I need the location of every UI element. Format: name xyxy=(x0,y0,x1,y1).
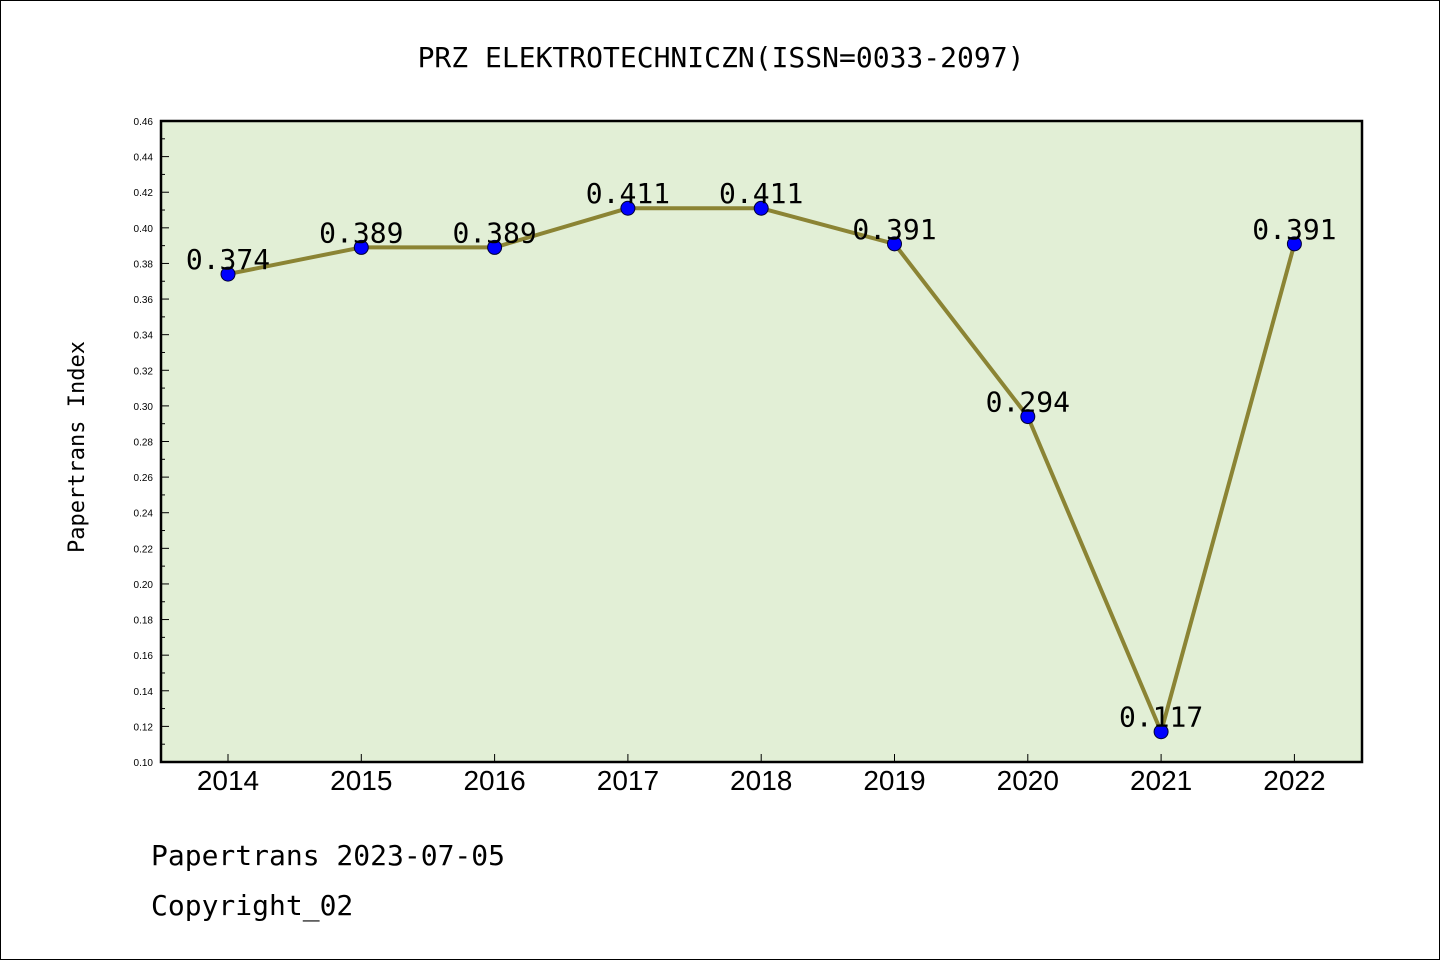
data-label: 0.411 xyxy=(719,177,803,210)
y-tick-label: 0.40 xyxy=(134,224,154,235)
x-tick-label: 2022 xyxy=(1263,765,1325,796)
data-point xyxy=(1153,724,1169,740)
y-tick-label: 0.46 xyxy=(134,117,154,128)
plot-area xyxy=(161,121,1362,762)
chart-title: PRZ ELEKTROTECHNICZN(ISSN=0033-2097) xyxy=(418,41,1025,74)
data-label: 0.411 xyxy=(586,177,670,210)
y-tick-label: 0.22 xyxy=(134,544,154,555)
x-tick-label: 2019 xyxy=(863,765,925,796)
y-tick-label: 0.16 xyxy=(134,651,154,662)
data-point xyxy=(887,236,902,252)
data-label: 0.389 xyxy=(319,216,403,249)
plot-border xyxy=(159,119,1364,764)
data-point xyxy=(1020,409,1036,425)
data-point xyxy=(753,200,769,216)
x-tick-label: 2016 xyxy=(463,765,525,796)
data-point xyxy=(353,239,369,255)
data-label: 0.389 xyxy=(452,216,536,249)
y-tick-label: 0.36 xyxy=(134,295,154,306)
data-point xyxy=(220,266,236,282)
data-labels: 0.374 0.389 0.389 0.411 0.411 0.391 0.294 0.117… xyxy=(186,177,1337,733)
y-tick-label: 0.14 xyxy=(134,687,154,698)
data-point xyxy=(487,239,503,255)
y-tick-label: 0.34 xyxy=(134,331,154,342)
y-tick-label: 0.20 xyxy=(134,580,154,591)
x-tick-label: 2014 xyxy=(197,765,259,796)
data-label: 0.374 xyxy=(186,243,270,276)
data-label: 0.117 xyxy=(1119,701,1203,734)
y-axis-label: Papertrans Index xyxy=(65,341,90,553)
y-axis-ticks: 0.10 0.12 0.14 0.16 0.18 0.20 0.22 0.24 0.26 0.28… xyxy=(134,117,169,769)
y-tick-label: 0.24 xyxy=(134,509,154,520)
data-label: 0.391 xyxy=(1252,213,1336,246)
y-tick-label: 0.38 xyxy=(134,259,154,270)
x-tick-label: 2018 xyxy=(730,765,792,796)
data-point xyxy=(1286,236,1302,252)
x-axis-ticks: 2014 2015 2016 2017 2018 2019 2020 2021 2022 xyxy=(197,754,1326,796)
series-line-group xyxy=(220,200,1302,740)
footer-source: Papertrans 2023-07-05 xyxy=(151,839,505,872)
y-tick-label: 0.10 xyxy=(134,758,154,769)
y-tick-label: 0.32 xyxy=(134,366,154,377)
y-tick-label: 0.42 xyxy=(134,188,154,199)
y-tick-label: 0.12 xyxy=(134,722,154,733)
data-label: 0.391 xyxy=(852,213,936,246)
y-tick-label: 0.28 xyxy=(134,438,154,449)
x-tick-label: 2021 xyxy=(1130,765,1192,796)
data-label: 0.294 xyxy=(986,386,1070,419)
footer-copyright: Copyright_02 xyxy=(151,889,353,923)
x-tick-label: 2017 xyxy=(597,765,659,796)
x-tick-label: 2015 xyxy=(330,765,392,796)
y-tick-label: 0.44 xyxy=(134,153,154,164)
x-tick-label: 2020 xyxy=(997,765,1059,796)
data-point xyxy=(620,200,636,216)
y-tick-label: 0.18 xyxy=(134,616,154,627)
y-tick-label: 0.30 xyxy=(134,402,154,413)
y-tick-label: 0.26 xyxy=(134,473,154,484)
